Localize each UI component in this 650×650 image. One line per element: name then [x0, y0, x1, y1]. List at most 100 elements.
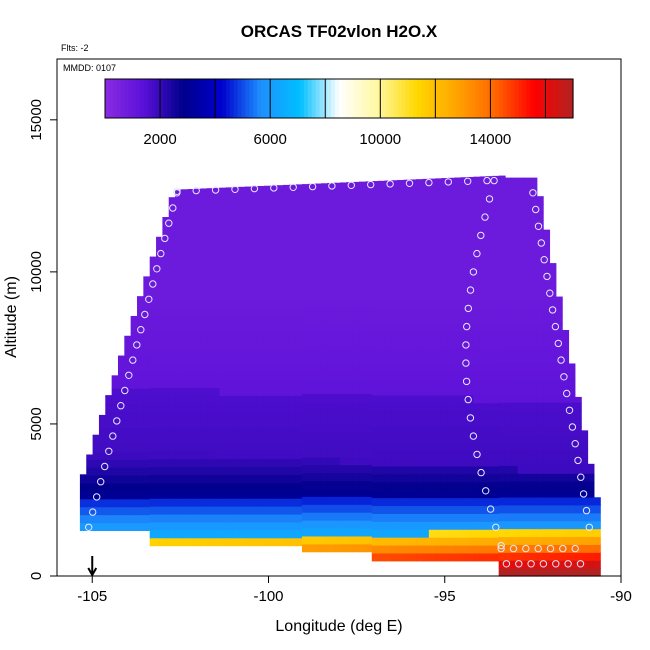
heatmap-cell [384, 347, 392, 356]
heatmap-cell [187, 434, 195, 444]
heatmap-cell [390, 426, 398, 435]
heatmap-cell [511, 275, 519, 285]
heatmap-cell [181, 292, 189, 302]
heatmap-cell [384, 276, 392, 285]
heatmap-cell [460, 371, 468, 380]
heatmap-cell [524, 378, 532, 387]
heatmap-cell [187, 205, 195, 215]
heatmap-cell [143, 498, 151, 508]
heatmap-cell [416, 197, 424, 206]
heatmap-cell [371, 442, 379, 451]
heatmap-cell [301, 235, 309, 244]
heatmap-cell [371, 204, 379, 214]
heatmap-cell [346, 314, 354, 323]
heatmap-cell [117, 388, 125, 397]
heatmap-cell [454, 497, 462, 507]
heatmap-cell [416, 378, 424, 388]
heatmap-cell [321, 243, 328, 252]
heatmap-cell [587, 560, 595, 569]
track-point [211, 186, 220, 194]
heatmap-cell [352, 181, 360, 189]
heatmap-cell [498, 520, 506, 530]
heatmap-cell [276, 205, 284, 215]
heatmap-cell [485, 347, 493, 356]
heatmap-cell [282, 482, 290, 491]
heatmap-cell [263, 498, 271, 507]
heatmap-cell [263, 237, 271, 246]
heatmap-cell [327, 282, 335, 292]
heatmap-cell [194, 308, 202, 317]
heatmap-cell [498, 259, 506, 269]
heatmap-cell [543, 267, 551, 277]
track-point [113, 417, 121, 425]
heatmap-cell [219, 474, 227, 483]
heatmap-cell [397, 371, 405, 380]
heatmap-cell [543, 236, 551, 245]
heatmap-cell [466, 497, 474, 507]
heatmap-cell [473, 552, 481, 562]
heatmap-cell [498, 362, 506, 372]
track-point [576, 560, 585, 568]
heatmap-cell [137, 380, 144, 389]
heatmap-cell [403, 268, 411, 277]
heatmap-cell [137, 348, 144, 358]
heatmap-cell [581, 536, 589, 545]
heatmap-cell [409, 355, 417, 364]
heatmap-cell [225, 474, 233, 483]
heatmap-cell [238, 347, 246, 357]
heatmap-cell [378, 331, 386, 340]
heatmap-cell [530, 528, 538, 538]
heatmap-cell [359, 353, 367, 363]
heatmap-cell [213, 513, 221, 523]
heatmap-cell [276, 498, 284, 507]
heatmap-cell [365, 440, 373, 450]
colorbar-swatch [417, 79, 422, 118]
heatmap-cell [466, 315, 474, 325]
colorbar-swatch [339, 79, 344, 118]
heatmap-cell [352, 480, 360, 490]
heatmap-cell [574, 417, 582, 427]
heatmap-cell [156, 371, 163, 381]
colorbar-swatch [249, 79, 254, 118]
heatmap-cell [251, 340, 259, 349]
heatmap-cell [485, 529, 493, 538]
heatmap-cell [308, 401, 316, 410]
heatmap-cell [321, 267, 328, 276]
heatmap-cell [346, 472, 354, 482]
heatmap-cell [200, 466, 208, 476]
heatmap-cell [422, 291, 430, 301]
heatmap-cell [568, 409, 576, 419]
heatmap-cell [181, 403, 189, 412]
heatmap-cell [295, 205, 303, 215]
heatmap-cell [321, 282, 328, 292]
heatmap-cell [194, 482, 202, 491]
heatmap-cell [492, 299, 500, 309]
heatmap-cell [327, 195, 335, 205]
heatmap-cell [466, 489, 474, 499]
heatmap-cell [511, 441, 519, 451]
heatmap-cell [390, 355, 398, 364]
heatmap-cell [530, 188, 538, 198]
heatmap-cell [86, 490, 94, 500]
heatmap-cell [441, 291, 449, 301]
heatmap-cell [175, 205, 183, 215]
colorbar-swatch [385, 79, 391, 118]
heatmap-cell [219, 276, 227, 286]
heatmap-cell [162, 284, 170, 294]
heatmap-cell [371, 212, 379, 222]
heatmap-cell [105, 435, 113, 445]
heatmap-cell [587, 512, 595, 522]
heatmap-cell [282, 458, 290, 468]
heatmap-cell [270, 513, 278, 523]
heatmap-cell [282, 245, 290, 254]
heatmap-cell [244, 213, 252, 222]
heatmap-cell [416, 426, 424, 435]
heatmap-cell [555, 449, 563, 458]
heatmap-cell [263, 292, 271, 302]
heatmap-cell [441, 331, 449, 340]
heatmap-cell [162, 403, 170, 412]
heatmap-cell [194, 513, 202, 523]
heatmap-cell [314, 440, 322, 450]
heatmap-cell [168, 347, 176, 357]
heatmap-cell [352, 211, 360, 221]
